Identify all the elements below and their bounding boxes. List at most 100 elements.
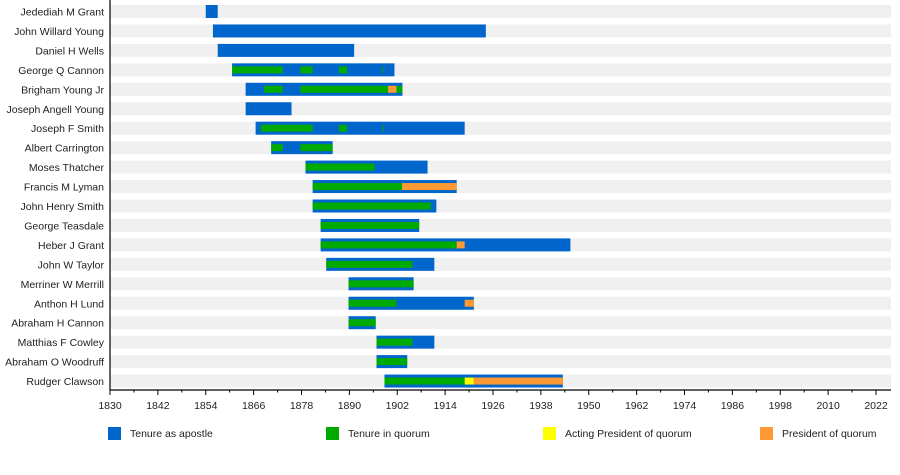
x-tick-label: 1866 bbox=[242, 400, 266, 412]
bar-president bbox=[464, 299, 474, 307]
x-tick-label: 1878 bbox=[290, 400, 314, 412]
legend-swatch-quorum bbox=[326, 427, 339, 440]
row-band bbox=[110, 316, 891, 330]
row-label: John Henry Smith bbox=[21, 201, 105, 213]
legend-label: Tenure in quorum bbox=[348, 427, 430, 440]
x-tick-label: 1938 bbox=[529, 400, 553, 412]
row-label: Joseph Angell Young bbox=[6, 104, 104, 116]
legend-item-apostle: Tenure as apostle bbox=[108, 427, 213, 440]
x-tick-label: 2010 bbox=[816, 400, 840, 412]
row-label: Merriner W Merrill bbox=[21, 279, 104, 291]
row-label: Francis M Lyman bbox=[24, 182, 104, 194]
row-label: Daniel H Wells bbox=[35, 45, 104, 57]
x-tick-label: 1962 bbox=[625, 400, 649, 412]
row-band bbox=[110, 121, 891, 135]
row-label: George Teasdale bbox=[24, 220, 104, 232]
row-band bbox=[110, 102, 891, 116]
x-tick-label: 1842 bbox=[146, 400, 170, 412]
row-bands bbox=[110, 5, 891, 388]
row-band bbox=[110, 180, 891, 194]
x-tick-label: 1926 bbox=[481, 400, 505, 412]
bar-president bbox=[456, 241, 465, 249]
legend-item-president: President of quorum bbox=[760, 427, 877, 440]
row-label: Jedediah M Grant bbox=[21, 7, 105, 19]
row-label: Rudger Clawson bbox=[26, 376, 104, 388]
bar-quorum bbox=[260, 124, 313, 132]
row-band bbox=[110, 63, 891, 77]
bar-quorum bbox=[339, 66, 347, 74]
legend-swatch-acting-president bbox=[543, 427, 556, 440]
row-band bbox=[110, 82, 891, 96]
row-band bbox=[110, 335, 891, 349]
timeline-chart: Jedediah M Grant John Willard Young Daniel… bbox=[5, 0, 891, 412]
row-band bbox=[110, 355, 891, 369]
row-label: Matthias F Cowley bbox=[18, 337, 105, 349]
row-label: Anthon H Lund bbox=[34, 298, 104, 310]
bar-quorum bbox=[382, 124, 384, 132]
row-label: Joseph F Smith bbox=[31, 123, 104, 135]
row-band bbox=[110, 277, 891, 291]
x-tick-label: 1950 bbox=[577, 400, 601, 412]
bar-quorum bbox=[305, 163, 375, 171]
bars bbox=[205, 5, 571, 388]
bar-quorum bbox=[384, 377, 465, 385]
x-tick-label: 1914 bbox=[433, 400, 457, 412]
x-tick-label: 1854 bbox=[194, 400, 218, 412]
bar-quorum bbox=[232, 66, 283, 74]
bar-apostle bbox=[217, 43, 355, 57]
row-label: Brigham Young Jr bbox=[21, 84, 104, 96]
x-tick-label: 1902 bbox=[386, 400, 410, 412]
legend-swatch-apostle bbox=[108, 427, 121, 440]
row-label: Moses Thatcher bbox=[29, 162, 105, 174]
bar-quorum bbox=[263, 85, 283, 93]
bar-president bbox=[388, 85, 397, 93]
row-labels: Jedediah M Grant John Willard Young Daniel… bbox=[5, 7, 105, 389]
row-label: John Willard Young bbox=[14, 26, 104, 38]
bar-quorum bbox=[320, 241, 457, 249]
bar-quorum bbox=[339, 124, 347, 132]
bar-apostle bbox=[245, 102, 292, 116]
legend-label: President of quorum bbox=[782, 427, 877, 440]
x-tick-label: 1830 bbox=[98, 400, 122, 412]
bar-quorum bbox=[326, 260, 413, 268]
bar-quorum bbox=[396, 85, 403, 93]
legend-item-acting-president: Acting President of quorum bbox=[543, 427, 692, 440]
row-band bbox=[110, 141, 891, 155]
x-tick-label: 1890 bbox=[338, 400, 362, 412]
x-tick-label: 2022 bbox=[864, 400, 888, 412]
bar-quorum bbox=[376, 338, 413, 346]
row-label: Heber J Grant bbox=[38, 240, 104, 252]
row-label: John W Taylor bbox=[38, 259, 105, 271]
bar-quorum bbox=[300, 66, 313, 74]
row-band bbox=[110, 257, 891, 271]
bar-quorum bbox=[271, 144, 283, 152]
row-band bbox=[110, 218, 891, 232]
row-band bbox=[110, 5, 891, 18]
x-axis-ticks: 1830 1842 1854 1866 1878 1890 1902 1914 1926 1938… bbox=[98, 390, 888, 412]
bar-president bbox=[402, 183, 457, 191]
bar-quorum bbox=[300, 144, 333, 152]
bar-president bbox=[473, 377, 563, 385]
bar-quorum bbox=[312, 183, 403, 191]
bar-quorum bbox=[348, 280, 414, 288]
bar-acting-president bbox=[464, 377, 474, 385]
row-label: Abraham O Woodruff bbox=[5, 357, 104, 369]
row-label: Albert Carrington bbox=[25, 143, 105, 155]
x-tick-label: 1986 bbox=[721, 400, 745, 412]
legend-item-quorum: Tenure in quorum bbox=[326, 427, 430, 440]
bar-quorum bbox=[312, 202, 431, 210]
row-label: George Q Cannon bbox=[18, 65, 104, 77]
x-tick-label: 1974 bbox=[673, 400, 697, 412]
legend-label: Tenure as apostle bbox=[130, 427, 213, 440]
bar-quorum bbox=[376, 358, 408, 366]
bar-quorum bbox=[320, 221, 420, 229]
legend-swatch-president bbox=[760, 427, 773, 440]
row-band bbox=[110, 160, 891, 174]
row-band bbox=[110, 296, 891, 310]
legend: Tenure as apostle Tenure in quorum Actin… bbox=[0, 427, 900, 443]
bar-apostle bbox=[212, 24, 486, 38]
bar-apostle bbox=[205, 5, 218, 18]
bar-quorum bbox=[382, 66, 384, 74]
row-band bbox=[110, 199, 891, 213]
bar-quorum bbox=[348, 319, 376, 327]
